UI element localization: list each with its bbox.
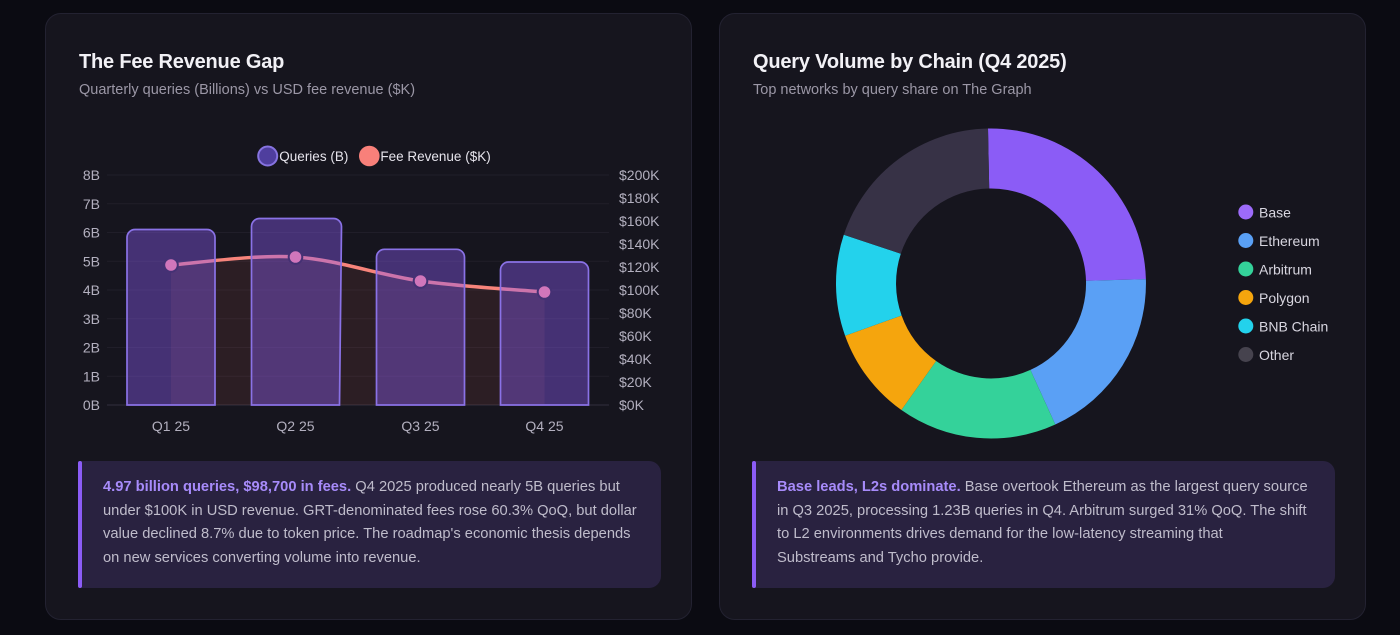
svg-text:Queries (B): Queries (B) <box>279 149 348 164</box>
svg-text:8B: 8B <box>83 167 100 183</box>
svg-text:7B: 7B <box>83 196 100 212</box>
svg-text:2B: 2B <box>83 340 100 356</box>
svg-text:$80K: $80K <box>619 305 652 321</box>
svg-text:$160K: $160K <box>619 213 660 229</box>
svg-text:Ethereum: Ethereum <box>1259 233 1320 249</box>
svg-text:4B: 4B <box>83 282 100 298</box>
svg-text:6B: 6B <box>83 225 100 241</box>
svg-text:Arbitrum: Arbitrum <box>1259 262 1312 278</box>
svg-text:Q3 25: Q3 25 <box>401 418 439 434</box>
svg-text:$140K: $140K <box>619 236 660 252</box>
svg-text:$40K: $40K <box>619 351 652 367</box>
svg-text:3B: 3B <box>83 311 100 327</box>
svg-text:$0K: $0K <box>619 397 645 413</box>
svg-text:1B: 1B <box>83 368 100 384</box>
svg-text:Base: Base <box>1259 205 1291 221</box>
svg-text:$180K: $180K <box>619 190 660 206</box>
svg-text:Fee Revenue ($K): Fee Revenue ($K) <box>380 149 490 164</box>
svg-text:Polygon: Polygon <box>1259 290 1310 306</box>
svg-text:$20K: $20K <box>619 374 652 390</box>
svg-text:$120K: $120K <box>619 259 660 275</box>
svg-text:$60K: $60K <box>619 328 652 344</box>
svg-text:Q4 25: Q4 25 <box>525 418 563 434</box>
svg-text:0B: 0B <box>83 397 100 413</box>
svg-text:5B: 5B <box>83 253 100 269</box>
svg-text:Q2 25: Q2 25 <box>276 418 314 434</box>
svg-text:Q1 25: Q1 25 <box>152 418 190 434</box>
svg-text:Other: Other <box>1259 347 1294 363</box>
svg-text:$100K: $100K <box>619 282 660 298</box>
svg-text:BNB Chain: BNB Chain <box>1259 319 1328 335</box>
svg-text:$200K: $200K <box>619 167 660 183</box>
